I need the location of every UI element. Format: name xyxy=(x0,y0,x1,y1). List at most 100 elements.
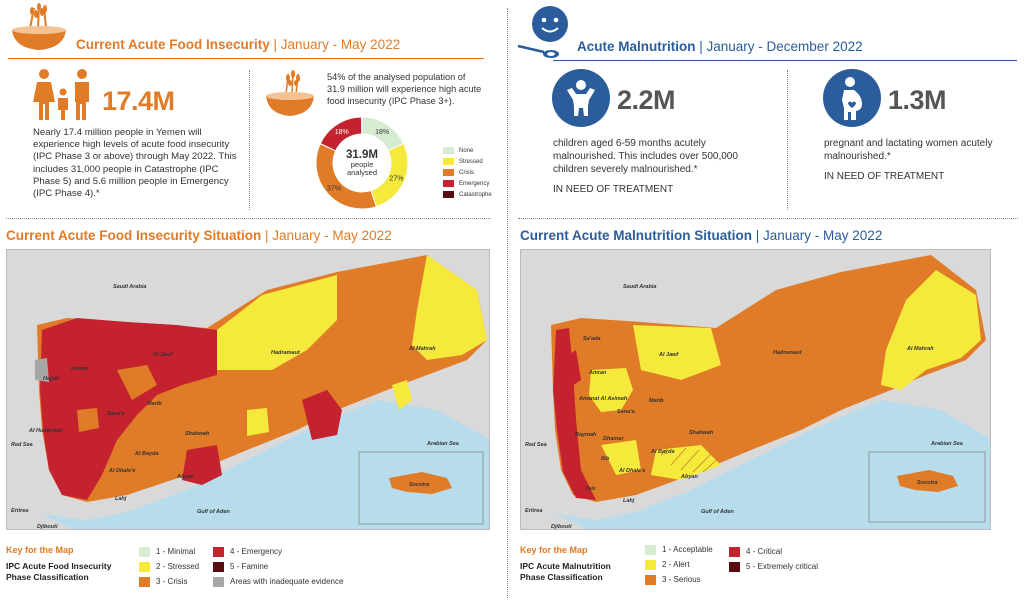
map-label: Sana'a xyxy=(617,409,635,415)
child-face-spoon-icon xyxy=(514,4,576,64)
key-item: Areas with inadequate evidence xyxy=(230,577,344,586)
nutrition-header-main: Acute Malnutrition xyxy=(577,39,696,54)
food-insecurity-map[interactable]: Saudi Arabia Al Jawf Hadramaut Al Mahrah… xyxy=(6,249,490,530)
malnutrition-map[interactable]: Saudi Arabia Sa'ada Al Jawf Hadramaut Al… xyxy=(520,249,991,530)
food-map-region-stressed xyxy=(247,408,269,436)
map-label: Lahj xyxy=(623,498,635,504)
donut-data-label: 37% xyxy=(327,185,341,192)
map-label: Arabian Sea xyxy=(426,441,459,447)
map-label: Saudi Arabia xyxy=(623,284,656,290)
map-label: Djibouti xyxy=(551,524,572,530)
food-map-header-period: January - May 2022 xyxy=(272,228,392,243)
donut-legend-item: Stressed xyxy=(459,158,483,165)
map-label: Eritrea xyxy=(11,508,28,514)
food-key-col2: 4 - Emergency 5 - Famine Areas with inad… xyxy=(213,544,343,589)
key-item: 4 - Critical xyxy=(746,547,783,556)
food-map-region-stressed xyxy=(392,380,412,410)
nutrition-key-col2: 4 - Critical 5 - Extremely critical xyxy=(729,544,818,574)
map-label: Abyan xyxy=(680,474,698,480)
donut-legend-item: Catastrophe xyxy=(459,191,492,198)
map-label: Gulf of Aden xyxy=(197,509,230,515)
map-label: Al Jawf xyxy=(658,352,679,358)
nutrition-map-region-alert xyxy=(601,440,641,475)
left-section-divider xyxy=(6,218,491,219)
map-label: Ibb xyxy=(601,456,610,462)
map-label: Red Sea xyxy=(11,442,33,448)
donut-grain-bowl-icon xyxy=(262,68,318,120)
map-label: Al Bayda xyxy=(650,449,675,455)
food-paragraph: Nearly 17.4 million people in Yemen will… xyxy=(33,127,237,200)
map-label: Al Bayda xyxy=(134,451,159,457)
nutrition-map-header: Current Acute Malnutrition Situation | J… xyxy=(520,228,882,243)
child-icon xyxy=(551,68,611,128)
key-item: 3 - Crisis xyxy=(156,577,188,586)
food-header-rule xyxy=(8,58,484,59)
food-header-period: January - May 2022 xyxy=(280,37,401,52)
map-label: Djibouti xyxy=(37,524,58,530)
donut-svg: 18% 27% 37% 18% xyxy=(315,116,409,210)
food-key-col1: 1 - Minimal 2 - Stressed 3 - Crisis xyxy=(139,544,199,589)
map-label: Saudi Arabia xyxy=(113,284,146,290)
children-stat: 2.2M xyxy=(617,85,676,115)
food-header: Current Acute Food Insecurity | January … xyxy=(76,37,400,52)
donut-data-label: 27% xyxy=(389,175,403,182)
donut-center-line2: analysed xyxy=(346,168,378,177)
donut-center-line1: people xyxy=(350,160,374,169)
key-item: 1 - Acceptable xyxy=(662,545,713,554)
food-map-socotra xyxy=(389,472,452,494)
map-label: Abyan xyxy=(176,474,194,480)
map-label: Shabwah xyxy=(689,430,714,436)
nutrition-map-region-alert xyxy=(633,325,721,380)
food-map-header-main: Current Acute Food Insecurity Situation xyxy=(6,228,262,243)
map-label: Red Sea xyxy=(525,442,547,448)
nutrition-key-sub2: Phase Classification xyxy=(520,572,603,582)
nutrition-map-region-alert xyxy=(589,368,633,412)
food-donut-chart: 18% 27% 37% 18% 31.9M people analysed xyxy=(312,113,412,213)
map-label: Sana'a xyxy=(107,411,125,417)
donut-legend-item: Emergency xyxy=(459,180,490,187)
center-divider xyxy=(507,8,508,598)
donut-legend-item: None xyxy=(459,147,474,154)
nutrition-map-socotra xyxy=(897,470,958,492)
header-sep: | xyxy=(752,228,764,243)
children-text: children aged 6-59 months acutely malnou… xyxy=(553,138,738,175)
food-map-region-crisis xyxy=(77,408,99,432)
food-map-region-stressed xyxy=(412,255,487,360)
map-label: Al Dhale'e xyxy=(618,468,645,474)
women-stat: 1.3M xyxy=(888,85,947,115)
map-label: Raymah xyxy=(575,432,597,438)
donut-data-label: 18% xyxy=(335,129,349,136)
food-map-key: Key for the Map IPC Acute Food Insecurit… xyxy=(6,545,136,583)
right-section-divider xyxy=(518,218,1018,219)
food-map-region-crisis xyxy=(117,365,157,400)
map-label: Hajjah xyxy=(43,376,60,382)
map-label: Shabwah xyxy=(185,431,210,437)
nutrition-map-hatch xyxy=(660,444,720,473)
food-map-region-emergency xyxy=(302,390,342,440)
nutrition-map-svg: Saudi Arabia Sa'ada Al Jawf Hadramaut Al… xyxy=(521,250,990,530)
children-need: IN NEED OF TREATMENT xyxy=(553,184,674,195)
header-sep: | xyxy=(269,37,281,52)
nutrition-map-region-alert xyxy=(881,270,981,390)
food-divider xyxy=(249,70,250,210)
key-item: 5 - Famine xyxy=(230,562,269,571)
nutrition-key-col1: 1 - Acceptable 2 - Alert 3 - Serious xyxy=(645,542,713,587)
donut-legend: None Stressed Crisis Emergency Catastrop… xyxy=(443,145,493,200)
map-label: Socotra xyxy=(409,482,429,488)
donut-legend-item: Crisis xyxy=(459,169,474,176)
women-need: IN NEED OF TREATMENT xyxy=(824,171,945,182)
nutrition-map-header-main: Current Acute Malnutrition Situation xyxy=(520,228,752,243)
nutrition-key-sub1: IPC Acute Malnutrition xyxy=(520,561,611,571)
map-label: Al Mahrah xyxy=(408,346,436,352)
header-sep: | xyxy=(261,228,273,243)
key-item: 5 - Extremely critical xyxy=(746,562,819,571)
nutrition-map-region-serious xyxy=(551,255,986,502)
map-label: Amran xyxy=(588,370,607,376)
food-map-header: Current Acute Food Insecurity Situation … xyxy=(6,228,392,243)
family-icon xyxy=(32,68,94,122)
key-item: 3 - Serious xyxy=(662,575,701,584)
food-header-main: Current Acute Food Insecurity xyxy=(76,37,270,52)
header-sep: | xyxy=(695,39,707,54)
map-label: Gulf of Aden xyxy=(701,509,734,515)
map-label: Taiz xyxy=(585,486,596,492)
